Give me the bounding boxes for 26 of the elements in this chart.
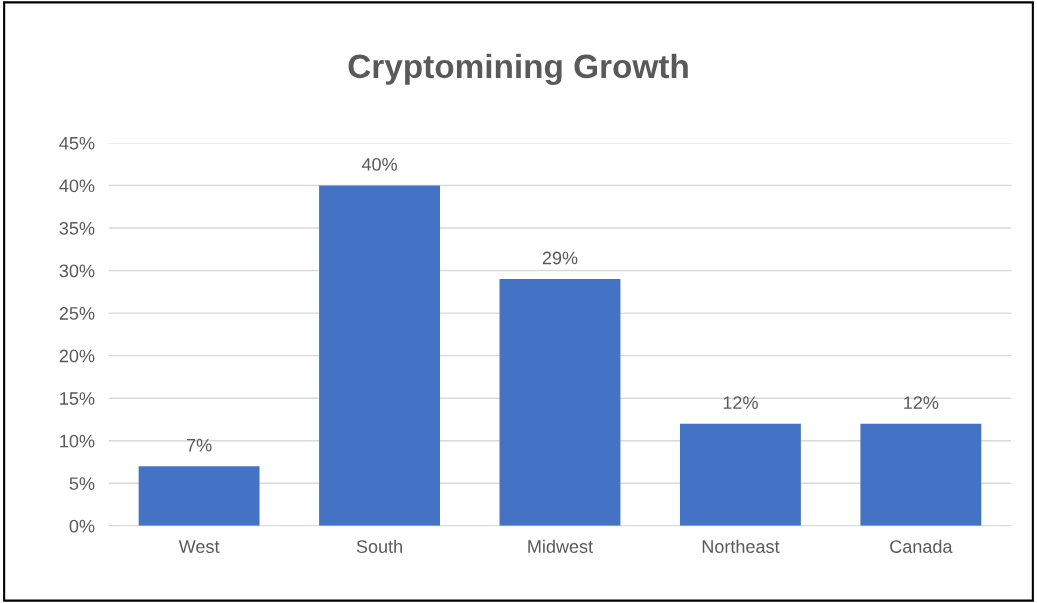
data-label: 12% xyxy=(723,396,758,409)
bar xyxy=(860,423,982,526)
data-label: 12% xyxy=(904,396,939,409)
bar xyxy=(499,279,621,526)
data-label: 40% xyxy=(361,157,397,171)
x-tick-label: Midwest xyxy=(528,539,593,553)
chart-title: Cryptomining Growth xyxy=(348,53,688,85)
y-tick-label: 40% xyxy=(59,179,95,193)
y-tick-label: 25% xyxy=(59,307,95,320)
y-tick-label: 15% xyxy=(60,392,95,405)
y-tick-label: 35% xyxy=(59,221,95,235)
x-tick-label: Northeast xyxy=(702,539,780,553)
bar xyxy=(138,466,260,526)
y-tick-label: 0% xyxy=(69,519,95,533)
y-tick-label: 5% xyxy=(69,477,95,490)
bar xyxy=(319,185,440,526)
data-label: 7% xyxy=(186,438,212,452)
x-tick-label: Canada xyxy=(890,539,953,553)
bar xyxy=(679,423,801,526)
y-tick-label: 10% xyxy=(60,434,95,448)
x-tick-label: West xyxy=(178,540,220,553)
y-tick-label: 30% xyxy=(59,264,95,278)
y-tick-label: 20% xyxy=(59,349,95,363)
data-label: 29% xyxy=(542,251,578,265)
x-tick-label: South xyxy=(356,539,402,553)
y-tick-label: 45% xyxy=(59,136,95,150)
